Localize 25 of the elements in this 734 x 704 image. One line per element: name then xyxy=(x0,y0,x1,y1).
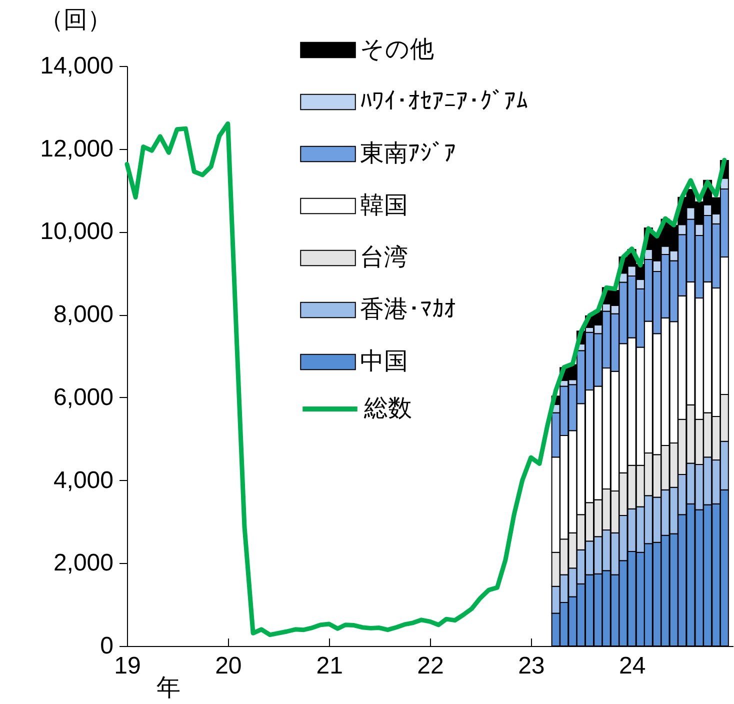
y-tick-label: 10,000 xyxy=(40,218,114,246)
y-axis-title: （回） xyxy=(40,6,112,34)
x-tick-label: 21 xyxy=(316,652,343,680)
legend-label: 中国 xyxy=(360,348,408,375)
legend-label: 台湾 xyxy=(360,244,408,271)
legend-label: 香港･ﾏｶｵ xyxy=(360,296,456,323)
legend-label: 東南ｱｼﾞｱ xyxy=(360,140,456,167)
legend-label: その他 xyxy=(360,36,434,63)
y-tick-label: 6,000 xyxy=(53,384,114,411)
legend-label: 韓国 xyxy=(360,192,408,219)
legend-label: ﾊﾜｲ･ｵｾｱﾆｱ･ｸﾞｱﾑ xyxy=(360,88,528,115)
x-tick-label: 20 xyxy=(215,652,242,680)
x-tick-label: 22 xyxy=(417,652,444,680)
y-tick-label: 0 xyxy=(100,632,114,660)
x-tick-label: 23 xyxy=(518,652,545,680)
y-tick-label: 12,000 xyxy=(40,135,114,162)
legend-label: 総数 xyxy=(363,395,412,422)
x-tick-label: 24 xyxy=(618,652,646,680)
y-tick-label: 14,000 xyxy=(40,52,114,80)
y-tick-label: 8,000 xyxy=(53,301,114,328)
y-tick-label: 4,000 xyxy=(53,466,114,494)
line-series xyxy=(124,121,727,638)
x-axis-title: 年 xyxy=(156,674,180,702)
y-tick-label: 2,000 xyxy=(53,550,114,577)
x-tick-label: 19 xyxy=(114,652,141,680)
